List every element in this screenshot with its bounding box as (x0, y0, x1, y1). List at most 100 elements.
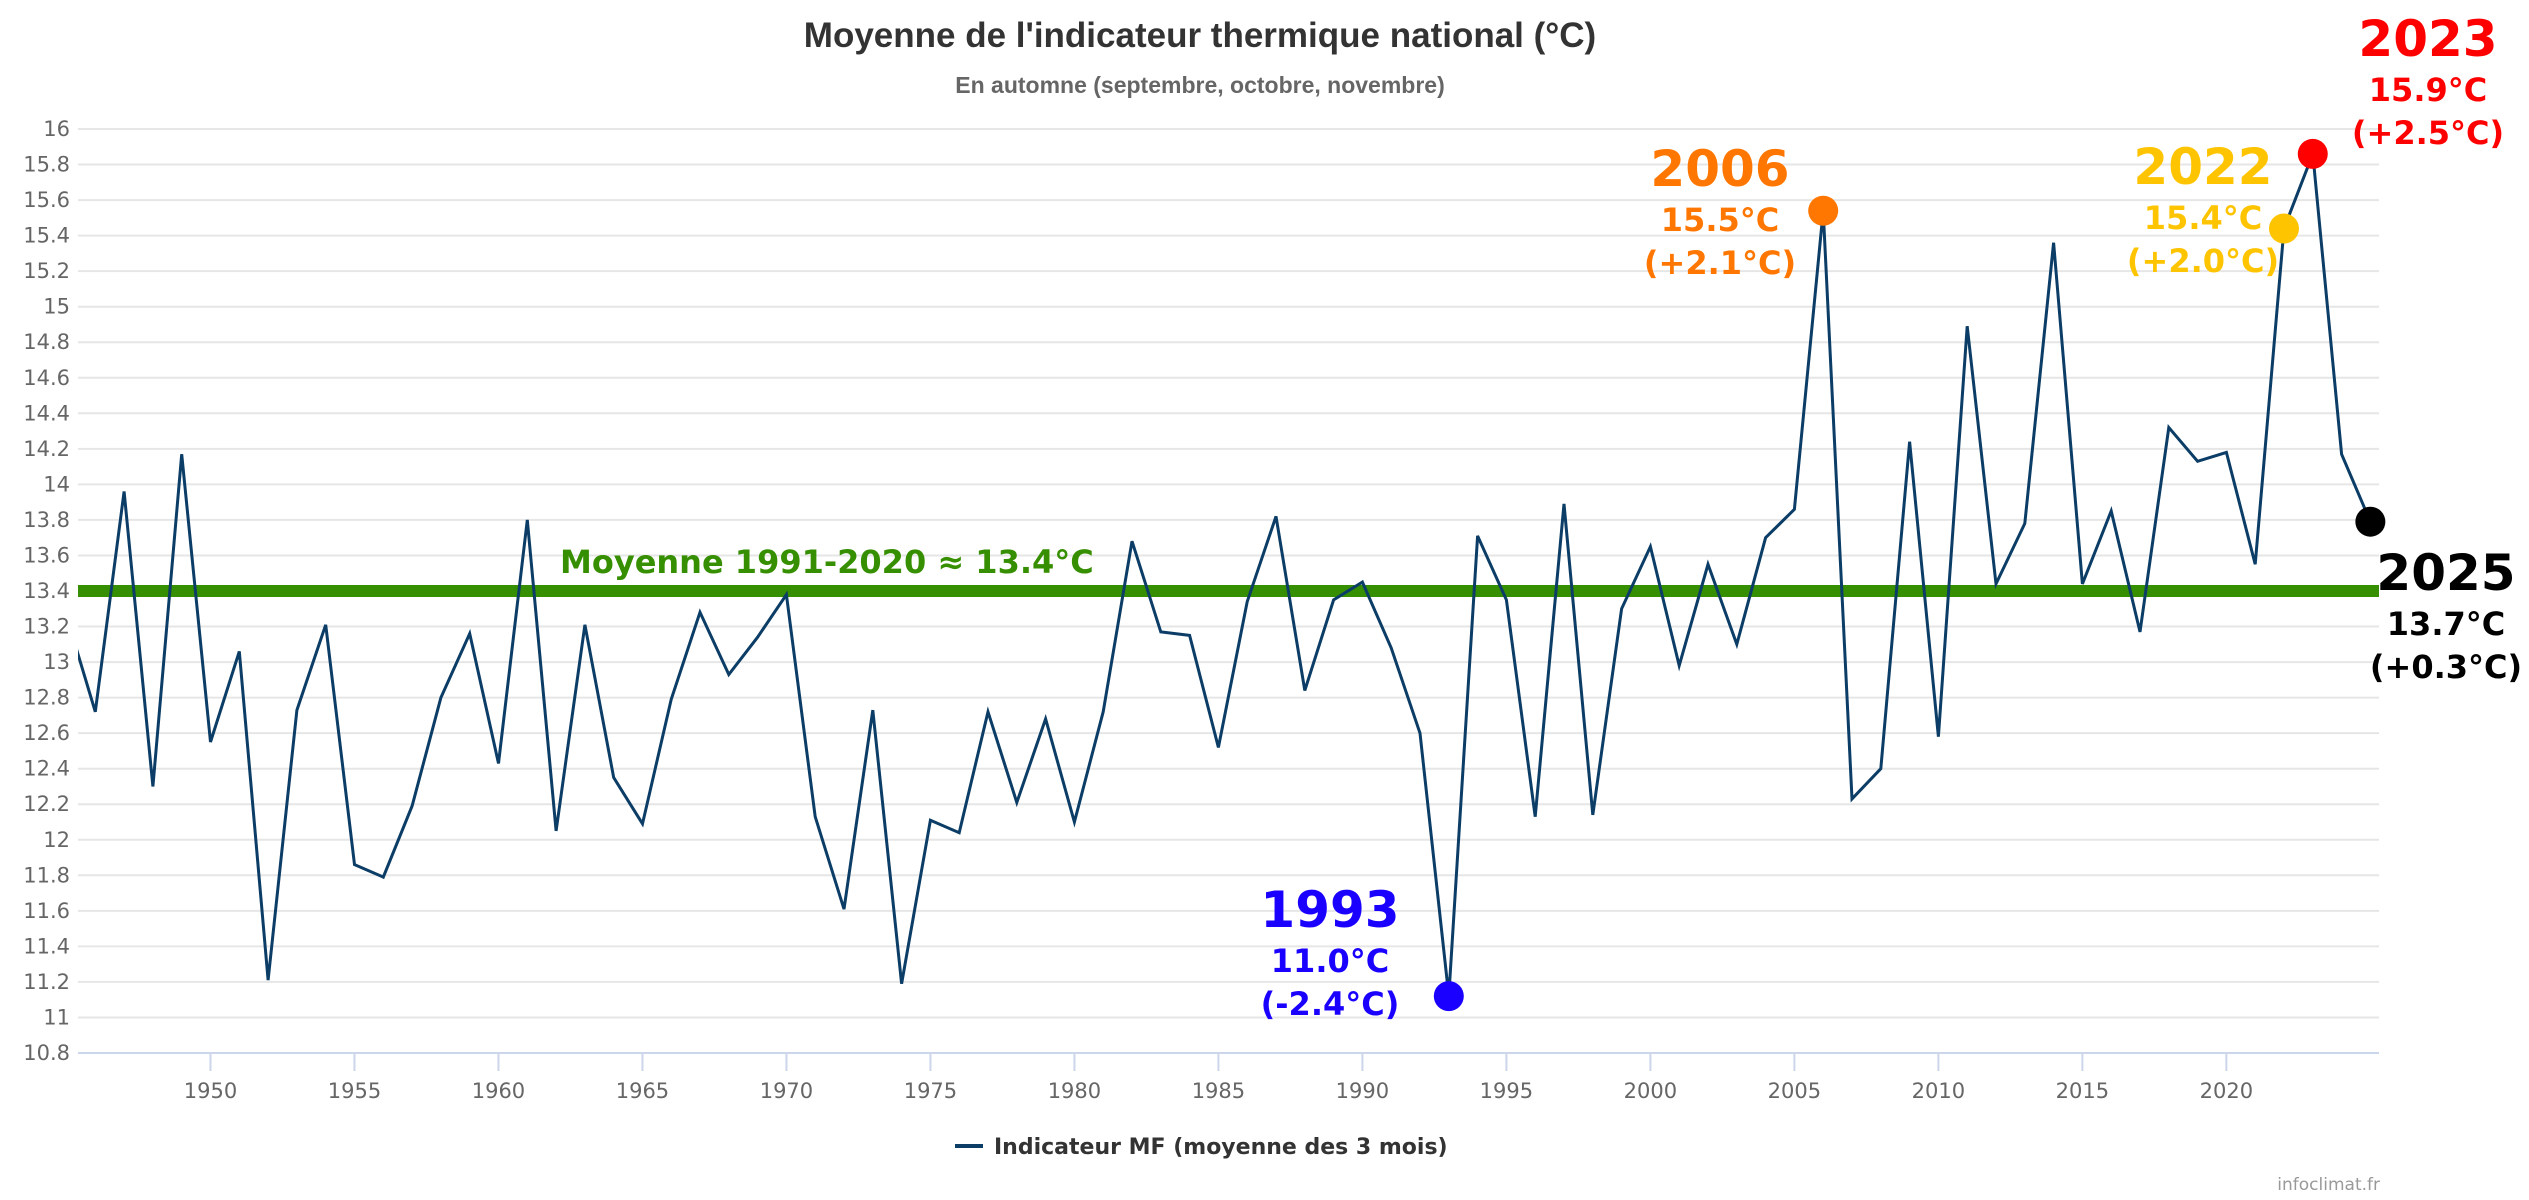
highlight-dot-2023[interactable] (2297, 138, 2328, 169)
x-tick-label: 2015 (2056, 1079, 2109, 1103)
annotation-value-label: 15.5°C (1661, 201, 1779, 239)
data-point-1992[interactable] (1412, 725, 1428, 741)
data-point-1950[interactable] (202, 734, 218, 750)
data-point-1986[interactable] (1239, 594, 1255, 610)
data-point-1984[interactable] (1182, 627, 1198, 643)
annotation-anomaly-label: (+2.5°C) (2352, 114, 2504, 152)
data-point-1987[interactable] (1268, 508, 1284, 524)
y-tick-label: 12.6 (23, 721, 70, 745)
data-point-2000[interactable] (1642, 539, 1658, 555)
data-point-1976[interactable] (951, 825, 967, 841)
data-point-1981[interactable] (1095, 704, 1111, 720)
data-point-1962[interactable] (548, 823, 564, 839)
data-point-1974[interactable] (894, 976, 910, 992)
data-point-1999[interactable] (1614, 601, 1630, 617)
data-point-1985[interactable] (1210, 739, 1226, 755)
legend[interactable]: Indicateur MF (moyenne des 3 mois) (955, 1135, 1448, 1160)
data-point-1975[interactable] (922, 812, 938, 828)
data-point-2024[interactable] (2334, 446, 2350, 462)
data-point-2004[interactable] (1758, 530, 1774, 546)
data-point-1960[interactable] (490, 755, 506, 771)
data-point-1955[interactable] (346, 857, 362, 873)
data-point-1959[interactable] (462, 626, 478, 642)
data-point-1963[interactable] (577, 617, 593, 633)
data-point-1964[interactable] (606, 770, 622, 786)
highlight-dot-2006[interactable] (1808, 195, 1839, 226)
data-point-1948[interactable] (145, 778, 161, 794)
y-tick-label: 13.4 (23, 579, 70, 603)
data-point-1991[interactable] (1383, 640, 1399, 656)
data-point-2019[interactable] (2190, 453, 2206, 469)
data-point-1971[interactable] (807, 809, 823, 825)
data-point-2020[interactable] (2218, 444, 2234, 460)
annotation-year-label: 2022 (2133, 138, 2272, 196)
annotation-year-label: 1993 (1260, 881, 1399, 939)
data-point-1994[interactable] (1470, 528, 1486, 544)
data-point-1954[interactable] (318, 617, 334, 633)
data-point-2002[interactable] (1700, 556, 1716, 572)
credit-link[interactable]: infoclimat.fr (2277, 1175, 2380, 1195)
data-point-1956[interactable] (375, 869, 391, 885)
data-point-1965[interactable] (634, 816, 650, 832)
data-point-2017[interactable] (2132, 624, 2148, 640)
data-point-1997[interactable] (1556, 496, 1572, 512)
highlight-dot-2022[interactable] (2268, 213, 2299, 244)
data-point-1970[interactable] (778, 587, 794, 603)
x-tick-label: 1995 (1480, 1079, 1533, 1103)
data-point-1953[interactable] (289, 702, 305, 718)
y-tick-label: 14.2 (23, 437, 70, 461)
data-point-1988[interactable] (1297, 683, 1313, 699)
data-point-2005[interactable] (1786, 501, 1802, 517)
data-point-2016[interactable] (2103, 503, 2119, 519)
data-point-2007[interactable] (1844, 791, 1860, 807)
data-point-2008[interactable] (1873, 761, 1889, 777)
data-point-2010[interactable] (1930, 729, 1946, 745)
data-point-1996[interactable] (1527, 809, 1543, 825)
data-point-1982[interactable] (1124, 533, 1140, 549)
data-point-2014[interactable] (2046, 235, 2062, 251)
highlight-dot-1993[interactable] (1433, 981, 1464, 1012)
data-point-2015[interactable] (2074, 576, 2090, 592)
data-point-1990[interactable] (1354, 574, 1370, 590)
data-point-2013[interactable] (2017, 515, 2033, 531)
data-point-2012[interactable] (1988, 576, 2004, 592)
highlight-dot-2025[interactable] (2355, 506, 2386, 537)
data-point-1972[interactable] (836, 901, 852, 917)
data-point-2011[interactable] (1959, 318, 1975, 334)
data-point-1998[interactable] (1585, 807, 1601, 823)
data-point-1951[interactable] (231, 643, 247, 659)
data-point-1946[interactable] (87, 704, 103, 720)
data-point-1961[interactable] (519, 512, 535, 528)
data-point-1995[interactable] (1498, 592, 1514, 608)
data-point-1952[interactable] (260, 972, 276, 988)
data-point-1989[interactable] (1326, 592, 1342, 608)
data-point-1958[interactable] (433, 690, 449, 706)
x-tick-label: 1985 (1192, 1079, 1245, 1103)
data-point-1979[interactable] (1038, 711, 1054, 727)
data-point-1983[interactable] (1153, 624, 1169, 640)
data-point-1947[interactable] (116, 483, 132, 499)
data-point-1973[interactable] (865, 702, 881, 718)
data-point-1968[interactable] (721, 667, 737, 683)
data-point-2021[interactable] (2247, 556, 2263, 572)
data-point-1977[interactable] (980, 704, 996, 720)
data-point-2009[interactable] (1902, 434, 1918, 450)
data-point-1949[interactable] (174, 446, 190, 462)
y-tick-label: 14 (43, 472, 70, 496)
data-point-2018[interactable] (2161, 420, 2177, 436)
data-point-2001[interactable] (1671, 658, 1687, 674)
data-point-1957[interactable] (404, 798, 420, 814)
data-point-1980[interactable] (1066, 814, 1082, 830)
annotation-value-label: 11.0°C (1271, 942, 1389, 980)
legend-item-indicateur-mf[interactable]: Indicateur MF (moyenne des 3 mois) (994, 1135, 1448, 1160)
y-tick-label: 11.4 (23, 934, 70, 958)
data-point-1978[interactable] (1009, 794, 1025, 810)
data-point-1969[interactable] (750, 629, 766, 645)
data-point-1966[interactable] (663, 691, 679, 707)
data-point-2003[interactable] (1729, 636, 1745, 652)
y-tick-label: 12 (43, 828, 70, 852)
data-point-1967[interactable] (692, 604, 708, 620)
